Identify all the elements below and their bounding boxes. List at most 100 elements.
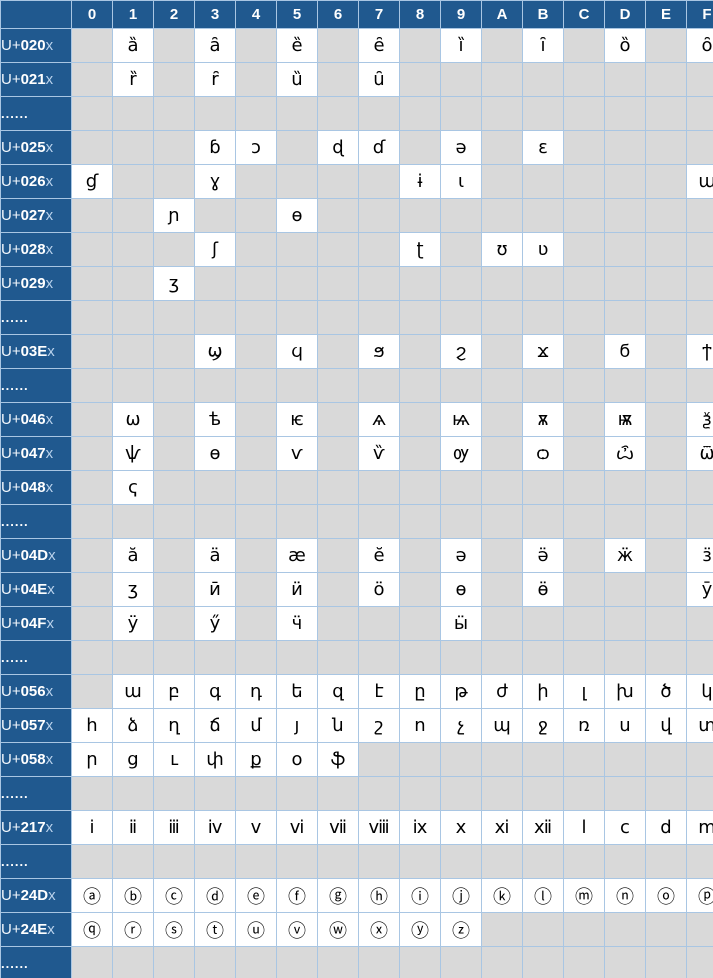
char-cell[interactable]: ⓚ [481,878,523,913]
char-cell[interactable]: ɓ [194,130,236,165]
char-cell[interactable]: ѭ [604,402,646,437]
char-cell[interactable]: ɗ [358,130,400,165]
char-cell[interactable]: ջ [522,708,564,743]
char-cell[interactable]: ѻ [522,436,564,471]
char-cell[interactable]: ɣ [194,164,236,199]
char-cell[interactable]: ѡ [112,402,154,437]
char-cell[interactable]: ⓙ [440,878,482,913]
char-cell[interactable]: ѱ [112,436,154,471]
char-cell[interactable]: ո [399,708,441,743]
char-cell[interactable]: ⅸ [399,810,441,845]
char-cell[interactable]: ѹ [440,436,482,471]
char-cell[interactable]: դ [235,674,277,709]
char-cell[interactable]: ϣ [194,334,236,369]
char-cell[interactable]: ⅹ [440,810,482,845]
char-cell[interactable]: ӵ [276,606,318,641]
char-cell[interactable]: ӳ [194,606,236,641]
char-cell[interactable]: ⓟ [686,878,713,913]
char-cell[interactable]: ө [440,572,482,607]
char-cell[interactable]: ճ [194,708,236,743]
char-cell[interactable]: ⓞ [645,878,687,913]
char-cell[interactable]: ⓐ [71,878,113,913]
char-cell[interactable]: ֆ [317,742,359,777]
char-cell[interactable]: ɔ [235,130,277,165]
char-cell[interactable]: ը [399,674,441,709]
char-cell[interactable]: ւ [153,742,195,777]
char-cell[interactable]: ⓠ [71,912,113,947]
char-cell[interactable]: ӯ [686,572,713,607]
char-cell[interactable]: ⓖ [317,878,359,913]
char-cell[interactable]: ȑ [112,62,154,97]
char-cell[interactable]: ս [604,708,646,743]
char-cell[interactable]: ⓜ [563,878,605,913]
char-cell[interactable]: ե [276,674,318,709]
char-cell[interactable]: է [358,674,400,709]
char-cell[interactable]: ⅶ [317,810,359,845]
char-cell[interactable]: ӟ [686,538,713,573]
char-cell[interactable]: ⅳ [194,810,236,845]
char-cell[interactable]: ʈ [399,232,441,267]
char-cell[interactable]: ҁ [112,470,154,505]
char-cell[interactable]: ⅾ [645,810,687,845]
char-cell[interactable]: ə [440,130,482,165]
char-cell[interactable]: ի [522,674,564,709]
char-cell[interactable]: ɯ [686,164,713,199]
char-cell[interactable]: ⓣ [194,912,236,947]
char-cell[interactable]: ѧ [358,402,400,437]
char-cell[interactable]: զ [317,674,359,709]
char-cell[interactable]: ն [317,708,359,743]
char-cell[interactable]: ⓨ [399,912,441,947]
char-cell[interactable]: ժ [481,674,523,709]
char-cell[interactable]: ϩ [440,334,482,369]
char-cell[interactable]: ʊ [481,232,523,267]
char-cell[interactable]: ѥ [276,402,318,437]
char-cell[interactable]: ѵ [276,436,318,471]
char-cell[interactable]: ȅ [276,28,318,63]
char-cell[interactable]: ȏ [686,28,713,63]
char-cell[interactable]: ѳ [194,436,236,471]
char-cell[interactable]: ӝ [604,538,646,573]
char-cell[interactable]: ʃ [194,232,236,267]
char-cell[interactable]: փ [194,742,236,777]
char-cell[interactable]: ծ [645,674,687,709]
char-cell[interactable]: ⓘ [399,878,441,913]
char-cell[interactable]: խ [604,674,646,709]
char-cell[interactable]: ѿ [686,436,713,471]
char-cell[interactable]: ⓧ [358,912,400,947]
char-cell[interactable]: ӓ [194,538,236,573]
char-cell[interactable]: ϯ [686,334,713,369]
char-cell[interactable]: վ [645,708,687,743]
char-cell[interactable]: ѩ [440,402,482,437]
char-cell[interactable]: ӗ [358,538,400,573]
char-cell[interactable]: ⅻ [522,810,564,845]
char-cell[interactable]: ⓔ [235,878,277,913]
char-cell[interactable]: ӣ [194,572,236,607]
char-cell[interactable]: ȉ [440,28,482,63]
char-cell[interactable]: ӕ [276,538,318,573]
char-cell[interactable]: ѽ [604,436,646,471]
char-cell[interactable]: ⓛ [522,878,564,913]
char-cell[interactable]: ӥ [276,572,318,607]
char-cell[interactable]: ϫ [522,334,564,369]
char-cell[interactable]: ⅵ [276,810,318,845]
char-cell[interactable]: ⓦ [317,912,359,947]
char-cell[interactable]: յ [276,708,318,743]
char-cell[interactable]: ӱ [112,606,154,641]
char-cell[interactable]: ⅲ [153,810,195,845]
char-cell[interactable]: ⓡ [112,912,154,947]
char-cell[interactable]: ⅿ [686,810,713,845]
char-cell[interactable]: ӛ [522,538,564,573]
char-cell[interactable]: ӧ [358,572,400,607]
char-cell[interactable]: բ [153,674,195,709]
char-cell[interactable]: ȃ [194,28,236,63]
char-cell[interactable]: ⓤ [235,912,277,947]
char-cell[interactable]: ⅰ [71,810,113,845]
char-cell[interactable]: ⓩ [440,912,482,947]
char-cell[interactable]: ⓝ [604,878,646,913]
char-cell[interactable]: ɲ [153,198,195,233]
char-cell[interactable]: ȁ [112,28,154,63]
char-cell[interactable]: ѷ [358,436,400,471]
char-cell[interactable]: ⅴ [235,810,277,845]
char-cell[interactable]: թ [440,674,482,709]
char-cell[interactable]: ѯ [686,402,713,437]
